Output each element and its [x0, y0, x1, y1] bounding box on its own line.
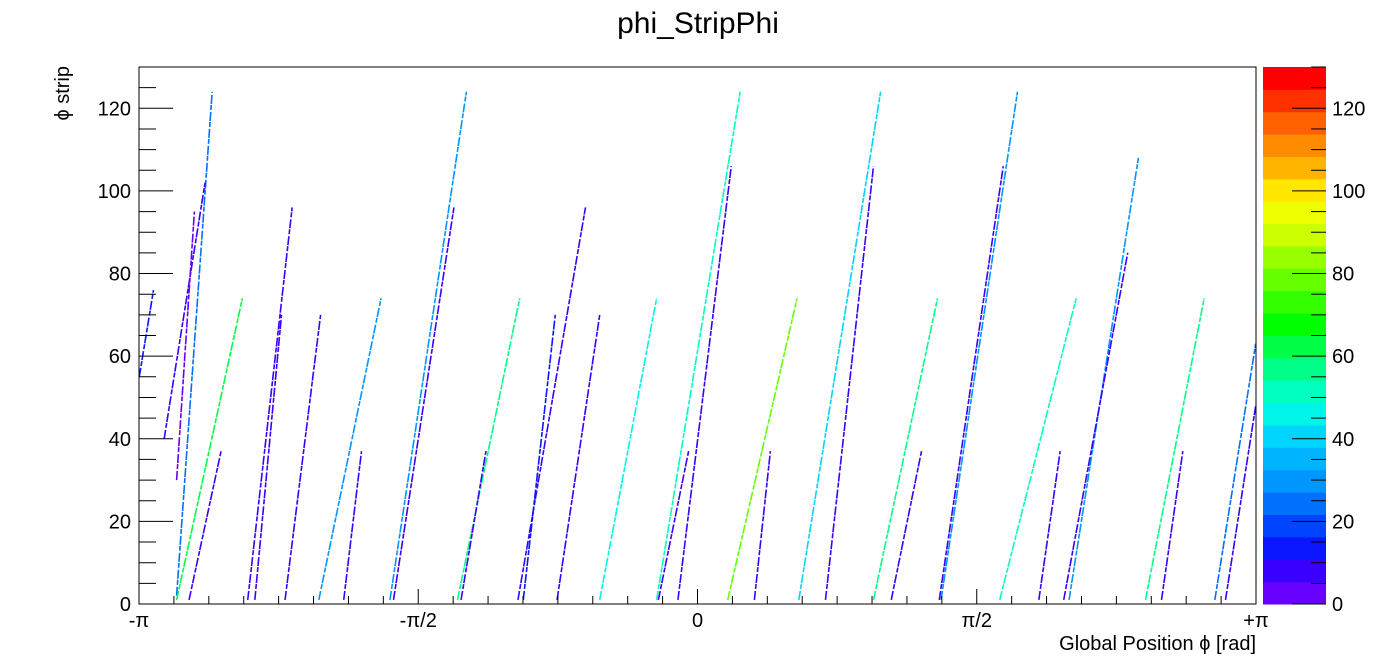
color-scale-band — [1263, 223, 1326, 247]
heatmap-segment — [798, 91, 882, 600]
heatmap-segment — [938, 166, 1005, 600]
color-scale-tick-label: 80 — [1332, 264, 1354, 286]
color-scale-band — [1263, 111, 1326, 135]
color-scale-band — [1263, 268, 1326, 292]
color-scale-tick-label: 40 — [1332, 429, 1354, 451]
heatmap-segment — [342, 451, 363, 600]
heatmap-segment — [726, 298, 798, 601]
heatmap-segment — [753, 451, 772, 600]
heatmap-segment — [1062, 252, 1129, 601]
heatmap-segment — [188, 450, 222, 601]
color-scale-band — [1263, 536, 1326, 560]
heatmap-segment — [392, 207, 455, 600]
heatmap-segment — [1214, 343, 1257, 600]
color-scale-band — [1263, 290, 1326, 314]
color-scale-band — [1263, 425, 1326, 448]
y-tick-label: 40 — [109, 429, 131, 451]
y-tick-label: 120 — [98, 98, 131, 120]
x-tick-label: +π — [1243, 610, 1268, 632]
heatmap-segment — [522, 314, 557, 600]
color-scale-band — [1263, 134, 1326, 157]
heatmap-segment — [677, 166, 733, 600]
heatmap-segment — [1144, 298, 1205, 601]
y-tick-label: 100 — [98, 181, 131, 203]
color-scale-tick-label: 20 — [1332, 511, 1354, 533]
y-tick-label: 0 — [120, 594, 131, 616]
color-scale-band — [1263, 89, 1326, 113]
y-tick-label: 60 — [109, 346, 131, 368]
heatmap-segment — [998, 298, 1077, 601]
heatmap-segment — [1160, 451, 1184, 600]
heatmap-segment — [872, 298, 939, 601]
color-scale-band — [1263, 514, 1326, 538]
heatmap-segment — [940, 91, 1019, 600]
color-scale-band — [1263, 156, 1326, 180]
heatmap-segment — [163, 182, 206, 439]
color-scale-band — [1263, 380, 1326, 404]
x-axis-label: Global Position ϕ [rad] — [1059, 633, 1256, 655]
color-scale-band — [1263, 402, 1326, 426]
heatmap-segment — [890, 451, 923, 601]
heatmap-segment — [517, 207, 587, 601]
heatmap-segment — [254, 314, 283, 600]
color-scale-band — [1263, 335, 1326, 359]
heatmap-points — [138, 91, 1257, 601]
color-scale-band — [1263, 313, 1326, 336]
color-scale-band — [1263, 447, 1326, 471]
heatmap-segment — [657, 451, 690, 601]
y-tick-label: 20 — [109, 511, 131, 533]
color-scale-band — [1263, 357, 1326, 381]
color-scale: 0 20 40 60 80 100 120 — [1263, 66, 1365, 616]
heatmap-segment — [389, 91, 468, 600]
color-scale-tick-label: 0 — [1332, 594, 1343, 616]
x-tick-label: -π/2 — [400, 610, 437, 632]
x-tick-label: -π — [129, 610, 149, 632]
color-scale-tick-label: 120 — [1332, 98, 1365, 120]
color-scale-band — [1263, 581, 1326, 605]
heatmap-segment — [138, 289, 155, 377]
heatmap-segment — [175, 91, 213, 596]
heatmap-segment — [175, 298, 244, 601]
color-scale-band — [1263, 178, 1326, 202]
color-scale-tick-label: 100 — [1332, 181, 1365, 203]
heatmap-segment — [284, 314, 322, 600]
heatmap-segment — [1038, 451, 1061, 600]
y-tick-label: 80 — [109, 264, 131, 286]
heatmap-segment — [175, 211, 196, 481]
x-axis: -π -π/2 0 π/2 +π — [129, 589, 1269, 632]
y-axis: 0 20 40 60 80 100 120 — [98, 66, 173, 616]
color-scale-band — [1263, 201, 1326, 225]
heatmap-segment — [318, 298, 382, 601]
heatmap-segment — [1224, 405, 1257, 600]
color-scale-band — [1263, 469, 1326, 493]
heatmap-segment — [246, 207, 293, 600]
x-tick-label: 0 — [692, 610, 703, 632]
heatmap-segment — [824, 166, 875, 600]
color-scale-band — [1263, 67, 1326, 90]
y-axis-label: ϕ strip — [52, 66, 74, 121]
color-scale-tick-label: 60 — [1332, 346, 1354, 368]
color-scale-band — [1263, 246, 1326, 269]
heatmap-segment — [556, 314, 601, 600]
color-scale-band — [1263, 492, 1326, 515]
heatmap-segment — [460, 451, 487, 601]
heatmap-segment — [456, 298, 521, 601]
chart-title: phi_StripPhi — [617, 7, 779, 40]
heatmap-segment — [655, 91, 741, 600]
plot-frame — [138, 66, 1257, 605]
color-scale-band — [1263, 559, 1326, 583]
x-tick-label: π/2 — [962, 610, 992, 632]
heatmap-segment — [598, 298, 658, 601]
